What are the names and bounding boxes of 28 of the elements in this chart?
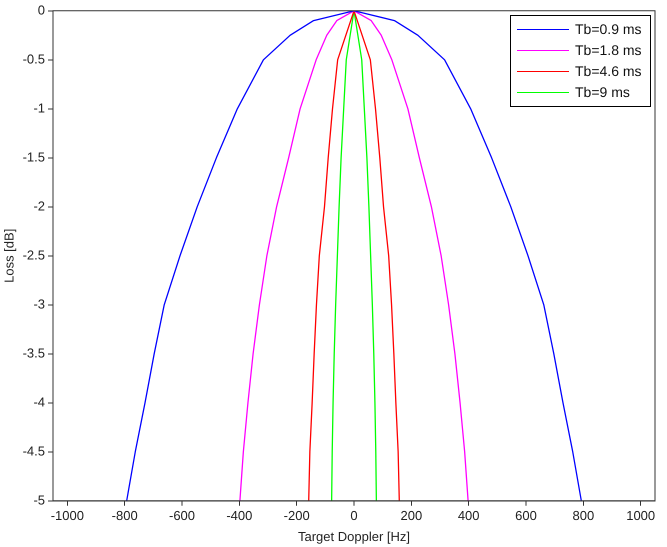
- x-tick-label: 600: [515, 508, 537, 524]
- x-tick-label: 0: [350, 508, 358, 524]
- x-tick-label: -400: [226, 508, 252, 524]
- y-tick-label: -5: [33, 492, 45, 508]
- y-tick-label: -1.5: [22, 149, 45, 164]
- y-tick-label: -3: [33, 296, 45, 312]
- x-tick-label: -1000: [50, 508, 84, 524]
- legend-label: Tb=4.6 ms: [575, 63, 642, 80]
- x-tick-label: 800: [572, 508, 594, 524]
- y-tick-label: -4: [33, 394, 45, 410]
- y-tick-label: -3.5: [22, 345, 45, 360]
- x-tick-label: -600: [168, 508, 196, 524]
- y-axis-title: Loss [dB]: [1, 228, 16, 283]
- legend-label: Tb=1.8 ms: [575, 42, 642, 58]
- legend-label: Tb=0.9 ms: [575, 21, 642, 38]
- y-tick-label: -2: [33, 198, 45, 214]
- x-tick-label: 400: [458, 508, 480, 524]
- legend-label: Tb=9 ms: [575, 84, 630, 100]
- y-tick-label: 0: [38, 2, 45, 18]
- x-tick-label: -200: [284, 508, 310, 524]
- x-axis-title: Target Doppler [Hz]: [298, 528, 410, 544]
- y-tick-label: -0.5: [22, 51, 45, 66]
- y-tick-label: -2.5: [22, 247, 45, 262]
- x-tick-label: 1000: [626, 508, 656, 524]
- y-tick-label: -1: [33, 100, 45, 116]
- y-tick-label: -4.5: [22, 443, 45, 458]
- x-tick-label: 200: [400, 508, 422, 524]
- x-tick-label: -800: [112, 508, 138, 524]
